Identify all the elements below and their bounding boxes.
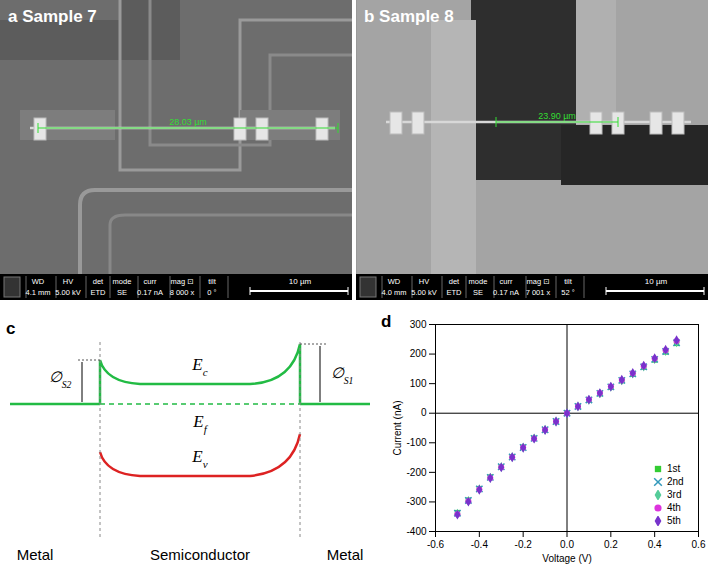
- svg-text:8 000 x: 8 000 x: [170, 288, 195, 297]
- html-text:d: d: [381, 312, 392, 331]
- svg-text:b Sample 8: b Sample 8: [364, 7, 454, 26]
- svg-text:10 µm: 10 µm: [645, 277, 668, 286]
- svg-text:0.6: 0.6: [692, 539, 706, 550]
- svg-text:-400: -400: [406, 526, 426, 537]
- svg-text:0 °: 0 °: [207, 288, 216, 297]
- svg-text:-0.4: -0.4: [471, 539, 489, 550]
- svg-text:mode: mode: [469, 277, 488, 286]
- svg-text:ETD: ETD: [91, 288, 107, 297]
- svg-text:52 °: 52 °: [561, 288, 574, 297]
- svg-text:200: 200: [410, 348, 427, 359]
- svg-text:∅S1: ∅S1: [331, 365, 354, 386]
- svg-text:100: 100: [410, 378, 427, 389]
- svg-text:Semiconductor: Semiconductor: [150, 546, 250, 563]
- svg-text:WD: WD: [388, 277, 401, 286]
- svg-text:curr: curr: [500, 277, 513, 286]
- svg-text:0: 0: [421, 407, 427, 418]
- svg-text:5.00 kV: 5.00 kV: [55, 288, 80, 297]
- svg-text:Ev: Ev: [191, 447, 207, 470]
- svg-text:∅S2: ∅S2: [49, 369, 72, 390]
- svg-text:23.90 µm: 23.90 µm: [538, 111, 576, 121]
- svg-text:-100: -100: [406, 437, 426, 448]
- svg-text:28.03 µm: 28.03 µm: [169, 117, 207, 127]
- svg-text:mag ⊡: mag ⊡: [171, 277, 194, 286]
- svg-text:ETD: ETD: [447, 288, 463, 297]
- svg-text:SE: SE: [473, 288, 483, 297]
- svg-text:0.17 nA: 0.17 nA: [137, 288, 163, 297]
- svg-text:300: 300: [410, 319, 427, 330]
- svg-text:Ef: Ef: [192, 412, 208, 435]
- svg-text:0.17 nA: 0.17 nA: [493, 288, 519, 297]
- svg-text:mode: mode: [113, 277, 132, 286]
- html-text:5th: 5th: [667, 515, 681, 526]
- svg-text:0.0: 0.0: [560, 539, 574, 550]
- svg-text:a Sample 7: a Sample 7: [8, 7, 97, 26]
- svg-text:-300: -300: [406, 496, 426, 507]
- svg-text:5.00 kV: 5.00 kV: [411, 288, 436, 297]
- svg-text:c: c: [6, 319, 15, 338]
- svg-text:-200: -200: [406, 467, 426, 478]
- svg-text:det: det: [449, 277, 460, 286]
- svg-text:WD: WD: [32, 277, 45, 286]
- svg-text:7 001 x: 7 001 x: [526, 288, 551, 297]
- svg-text:Metal: Metal: [17, 546, 54, 563]
- html-text:1st: 1st: [667, 463, 681, 474]
- svg-text:tilt: tilt: [208, 277, 216, 286]
- svg-text:mag ⊡: mag ⊡: [527, 277, 550, 286]
- svg-text:0.4: 0.4: [648, 539, 662, 550]
- svg-text:SE: SE: [117, 288, 127, 297]
- svg-text:HV: HV: [419, 277, 429, 286]
- svg-text:det: det: [93, 277, 104, 286]
- svg-text:-0.6: -0.6: [427, 539, 445, 550]
- svg-text:4.0 mm: 4.0 mm: [381, 288, 406, 297]
- svg-text:Ec: Ec: [191, 355, 207, 378]
- svg-text:Current (nA): Current (nA): [392, 400, 403, 455]
- svg-text:tilt: tilt: [564, 277, 572, 286]
- svg-text:0.2: 0.2: [604, 539, 618, 550]
- svg-text:10 µm: 10 µm: [289, 277, 312, 286]
- svg-text:curr: curr: [144, 277, 157, 286]
- svg-text:HV: HV: [63, 277, 73, 286]
- svg-text:4.1 mm: 4.1 mm: [25, 288, 50, 297]
- svg-text:Metal: Metal: [327, 546, 364, 563]
- html-text:4th: 4th: [667, 502, 681, 513]
- html-text:2nd: 2nd: [667, 476, 684, 487]
- svg-text:-0.2: -0.2: [515, 539, 533, 550]
- svg-text:Voltage (V): Voltage (V): [542, 553, 591, 564]
- html-text:3rd: 3rd: [667, 489, 682, 500]
